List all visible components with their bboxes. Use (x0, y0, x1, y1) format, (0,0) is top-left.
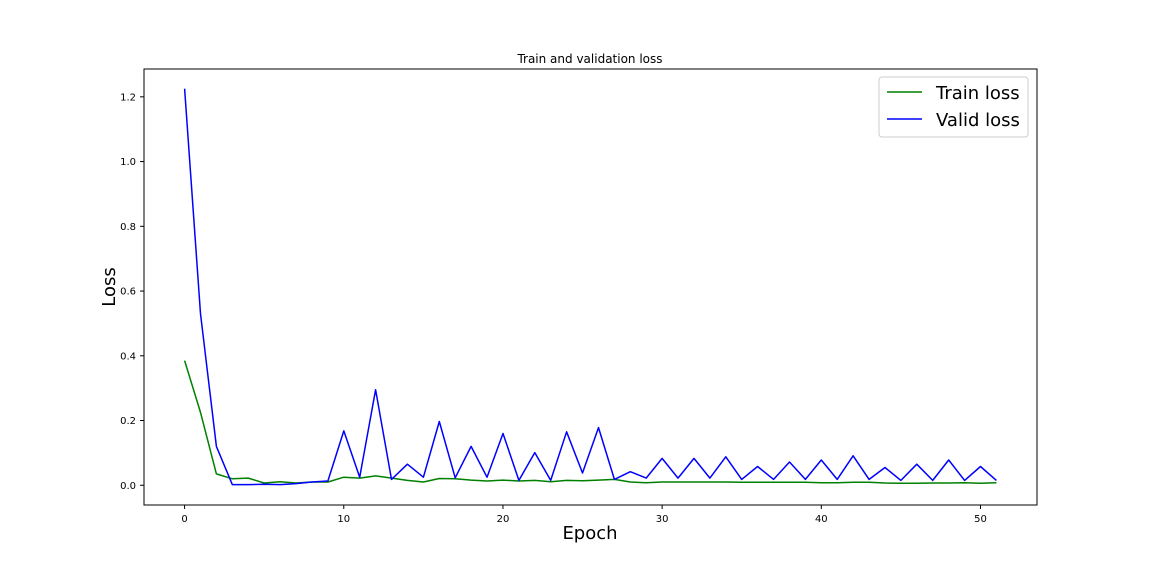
y-axis-label: Loss (99, 267, 120, 306)
x-axis: 0 10 20 30 40 50 (181, 505, 987, 525)
y-tick-label: 1.0 (120, 157, 136, 168)
x-tick-label: 50 (974, 514, 987, 525)
y-tick-label: 1.2 (120, 92, 136, 103)
x-tick-label: 10 (337, 514, 350, 525)
plot-lines (183, 88, 997, 486)
x-tick-label: 0 (181, 514, 187, 525)
x-tick-label: 20 (497, 514, 510, 525)
legend: Train loss Valid loss (878, 76, 1029, 138)
valid-loss-line (183, 88, 997, 486)
y-tick-label: 0.2 (120, 416, 136, 427)
y-tick-label: 0.8 (120, 222, 136, 233)
legend-valid-label: Valid loss (936, 110, 1020, 131)
y-tick-label: 0.4 (120, 351, 136, 362)
y-axis: 0.0 0.2 0.4 0.6 0.8 1.0 1.2 (120, 92, 144, 492)
x-tick-label: 30 (656, 514, 669, 525)
x-axis-label: Epoch (562, 523, 617, 544)
y-tick-label: 0.0 (120, 481, 136, 492)
plot-frame (143, 68, 1038, 506)
x-tick-label: 40 (815, 514, 828, 525)
train-loss-line (183, 360, 997, 485)
legend-train-label: Train loss (935, 83, 1020, 104)
y-tick-label: 0.6 (120, 287, 136, 298)
chart-title: Train and validation loss (516, 52, 662, 66)
